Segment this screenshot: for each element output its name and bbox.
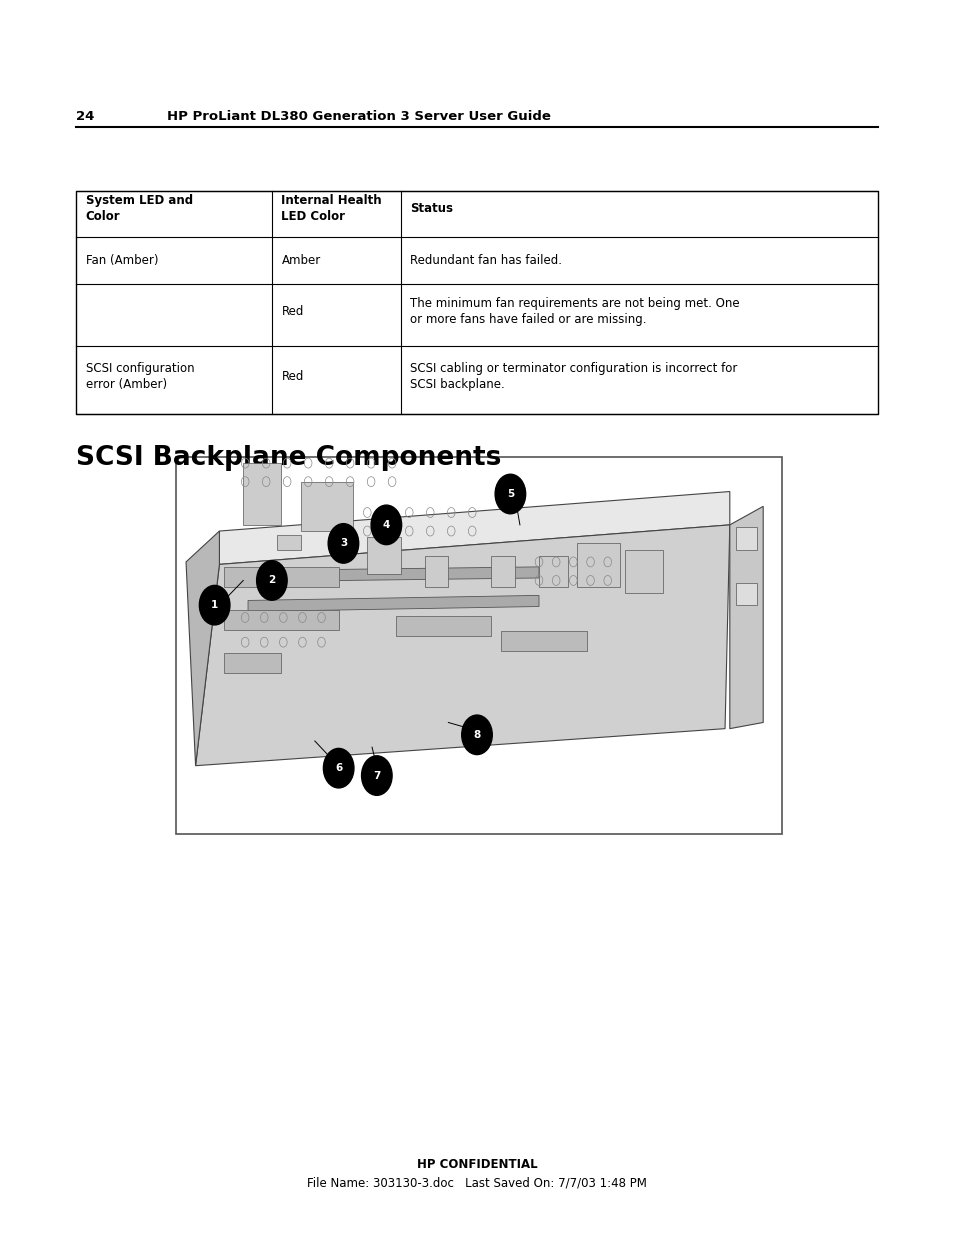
Circle shape xyxy=(256,561,287,600)
Bar xyxy=(176,457,781,834)
Circle shape xyxy=(461,715,492,755)
Text: System LED and
Color: System LED and Color xyxy=(86,194,193,222)
Text: SCSI configuration
error (Amber): SCSI configuration error (Amber) xyxy=(86,362,194,390)
Bar xyxy=(491,556,515,587)
Text: The minimum fan requirements are not being met. One
or more fans have failed or : The minimum fan requirements are not bei… xyxy=(410,296,740,326)
Bar xyxy=(224,567,338,587)
Bar xyxy=(624,550,662,593)
Text: Redundant fan has failed.: Redundant fan has failed. xyxy=(410,254,561,267)
Text: 3: 3 xyxy=(339,538,347,548)
Text: 7: 7 xyxy=(373,771,380,781)
Circle shape xyxy=(371,505,401,545)
Text: HP CONFIDENTIAL: HP CONFIDENTIAL xyxy=(416,1157,537,1171)
Polygon shape xyxy=(186,531,219,766)
Text: 4: 4 xyxy=(382,520,390,530)
Text: 5: 5 xyxy=(506,489,514,499)
Text: SCSI Backplane Components: SCSI Backplane Components xyxy=(76,445,501,471)
Circle shape xyxy=(495,474,525,514)
Polygon shape xyxy=(219,492,729,564)
Text: 24: 24 xyxy=(76,110,94,124)
Bar xyxy=(334,531,353,543)
Bar xyxy=(577,543,619,587)
Bar xyxy=(500,631,586,651)
Bar xyxy=(276,535,300,550)
Bar xyxy=(736,583,757,605)
Circle shape xyxy=(199,585,230,625)
Polygon shape xyxy=(248,567,538,582)
Text: Red: Red xyxy=(281,305,303,317)
Text: Amber: Amber xyxy=(281,254,320,267)
Circle shape xyxy=(361,756,392,795)
Bar xyxy=(76,191,877,414)
Polygon shape xyxy=(248,595,538,611)
Text: HP ProLiant DL380 Generation 3 Server User Guide: HP ProLiant DL380 Generation 3 Server Us… xyxy=(167,110,550,124)
Text: Status: Status xyxy=(410,201,453,215)
Bar xyxy=(224,610,338,630)
Text: 6: 6 xyxy=(335,763,342,773)
Bar xyxy=(367,537,400,574)
Bar xyxy=(224,653,281,673)
Text: Internal Health
LED Color: Internal Health LED Color xyxy=(281,194,381,222)
Bar xyxy=(538,556,567,587)
Text: 2: 2 xyxy=(268,576,275,585)
Bar xyxy=(424,556,448,587)
Circle shape xyxy=(323,748,354,788)
Text: SCSI cabling or terminator configuration is incorrect for
SCSI backplane.: SCSI cabling or terminator configuration… xyxy=(410,362,737,390)
Polygon shape xyxy=(195,525,729,766)
Bar xyxy=(243,463,281,525)
Bar xyxy=(300,482,353,531)
Text: 8: 8 xyxy=(473,730,480,740)
Bar xyxy=(736,527,757,550)
Text: Fan (Amber): Fan (Amber) xyxy=(86,254,158,267)
Bar xyxy=(395,616,491,636)
Text: 1: 1 xyxy=(211,600,218,610)
Polygon shape xyxy=(729,506,762,729)
Text: File Name: 303130-3.doc   Last Saved On: 7/7/03 1:48 PM: File Name: 303130-3.doc Last Saved On: 7… xyxy=(307,1176,646,1189)
Text: Red: Red xyxy=(281,369,303,383)
Circle shape xyxy=(328,524,358,563)
